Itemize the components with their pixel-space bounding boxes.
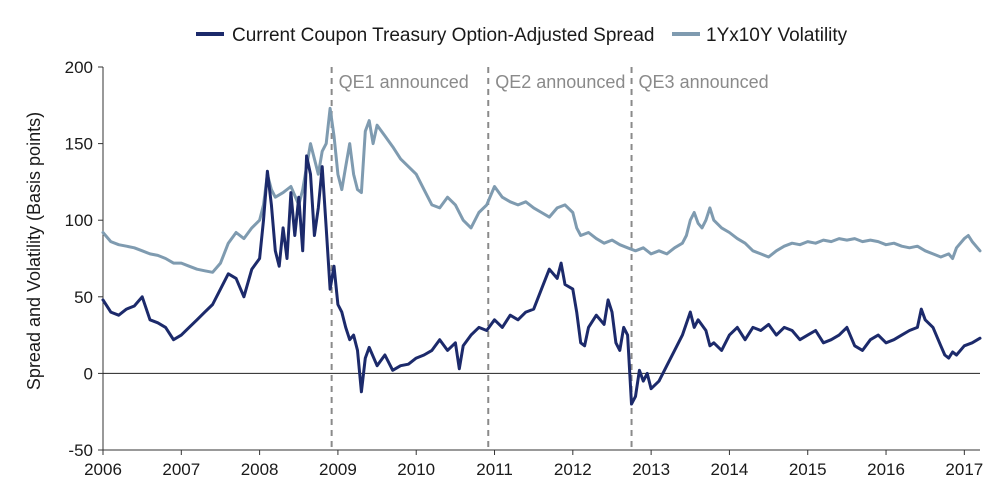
legend: Current Coupon Treasury Option-Adjusted … <box>196 25 848 46</box>
x-tick-label: 2014 <box>711 460 749 479</box>
series-line-oas <box>101 154 982 406</box>
y-tick-label: 0 <box>84 364 93 383</box>
y-tick-label: 150 <box>65 135 93 154</box>
y-axis-title: Spread and Volatility (Basis points) <box>24 112 44 390</box>
x-tick-label: 2010 <box>397 460 435 479</box>
x-tick-label: 2012 <box>554 460 592 479</box>
x-tick-label: 2011 <box>476 460 513 479</box>
legend-label-oas: Current Coupon Treasury Option-Adjusted … <box>232 25 654 46</box>
plot-area: -50 0 50 100 150 200 2006 2007 2008 2009 2010 2011 2… <box>65 58 984 479</box>
x-tick-label: 2009 <box>319 460 357 479</box>
y-tick-label: 200 <box>65 58 93 77</box>
x-tick-label: 2008 <box>241 460 279 479</box>
x-tick-label: 2015 <box>789 460 827 479</box>
legend-label-vol: 1Yx10Y Volatility <box>706 25 848 46</box>
y-tick-label: 100 <box>65 211 93 230</box>
x-tick-label: 2006 <box>84 460 122 479</box>
x-tick-label: 2013 <box>632 460 670 479</box>
x-tick-label: 2016 <box>867 460 905 479</box>
y-tick-label: 50 <box>74 288 93 307</box>
qe-label: QE2 announced <box>495 72 625 92</box>
series-line-volatility <box>101 106 982 274</box>
qe-label: QE1 announced <box>339 72 469 92</box>
x-tick-label: 2007 <box>162 460 200 479</box>
y-tick-label: -50 <box>68 441 93 460</box>
qe-label: QE3 announced <box>639 72 769 92</box>
x-tick-label: 2017 <box>945 460 983 479</box>
